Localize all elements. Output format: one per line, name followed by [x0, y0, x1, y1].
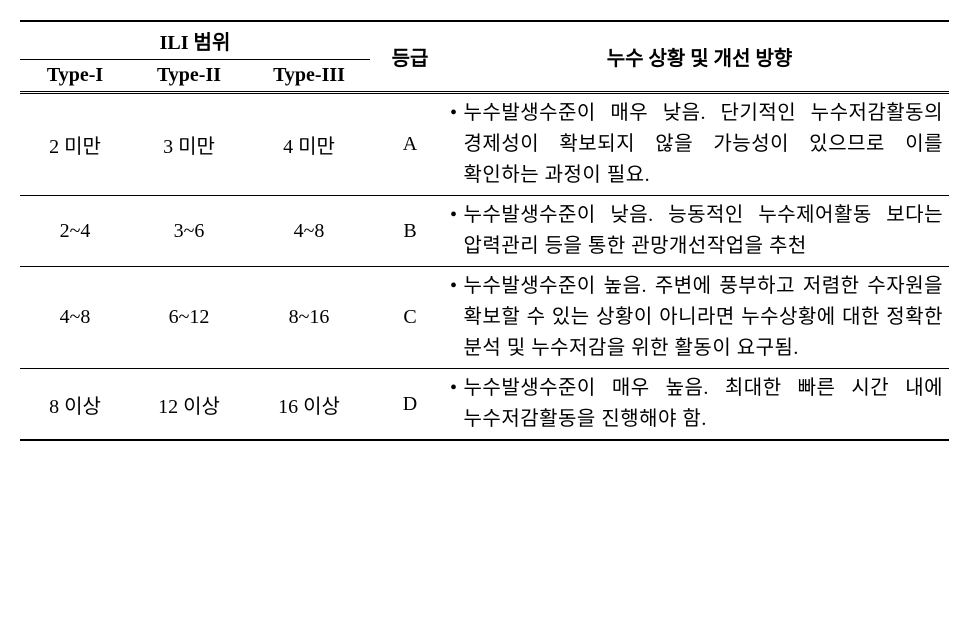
header-type3: Type-III [248, 60, 370, 93]
bullet-icon: • [450, 200, 464, 231]
bullet-icon: • [450, 98, 464, 129]
cell-type2: 3~6 [130, 196, 248, 267]
desc-text: 누수발생수준이 매우 높음. 최대한 빠른 시간 내에 누수저감활동을 진행해야… [464, 373, 943, 435]
cell-desc: • 누수발생수준이 낮음. 능동적인 누수제어활동 보다는 압력관리 등을 통한… [450, 196, 949, 267]
bullet-icon: • [450, 271, 464, 302]
header-ili-group: ILI 범위 [20, 21, 370, 60]
cell-type2: 12 이상 [130, 369, 248, 441]
cell-type3: 8~16 [248, 267, 370, 369]
header-grade: 등급 [370, 21, 450, 93]
ili-table: ILI 범위 등급 누수 상황 및 개선 방향 Type-I Type-II T… [20, 20, 949, 441]
ili-table-container: ILI 범위 등급 누수 상황 및 개선 방향 Type-I Type-II T… [20, 20, 949, 441]
table-row: 2~4 3~6 4~8 B • 누수발생수준이 낮음. 능동적인 누수제어활동 … [20, 196, 949, 267]
cell-type3: 4~8 [248, 196, 370, 267]
cell-type3: 16 이상 [248, 369, 370, 441]
header-type2: Type-II [130, 60, 248, 93]
table-row: 8 이상 12 이상 16 이상 D • 누수발생수준이 매우 높음. 최대한 … [20, 369, 949, 441]
table-row: 2 미만 3 미만 4 미만 A • 누수발생수준이 매우 낮음. 단기적인 누… [20, 93, 949, 196]
cell-type2: 3 미만 [130, 93, 248, 196]
cell-type2: 6~12 [130, 267, 248, 369]
table-row: 4~8 6~12 8~16 C • 누수발생수준이 높음. 주변에 풍부하고 저… [20, 267, 949, 369]
cell-type1: 2~4 [20, 196, 130, 267]
header-desc: 누수 상황 및 개선 방향 [450, 21, 949, 93]
cell-desc: • 누수발생수준이 높음. 주변에 풍부하고 저렴한 수자원을 확보할 수 있는… [450, 267, 949, 369]
table-body: 2 미만 3 미만 4 미만 A • 누수발생수준이 매우 낮음. 단기적인 누… [20, 93, 949, 441]
bullet-icon: • [450, 373, 464, 404]
cell-desc: • 누수발생수준이 매우 낮음. 단기적인 누수저감활동의 경제성이 확보되지 … [450, 93, 949, 196]
cell-grade: B [370, 196, 450, 267]
cell-grade: A [370, 93, 450, 196]
cell-grade: D [370, 369, 450, 441]
cell-desc: • 누수발생수준이 매우 높음. 최대한 빠른 시간 내에 누수저감활동을 진행… [450, 369, 949, 441]
desc-text: 누수발생수준이 매우 낮음. 단기적인 누수저감활동의 경제성이 확보되지 않을… [464, 98, 943, 191]
cell-type1: 2 미만 [20, 93, 130, 196]
header-type1: Type-I [20, 60, 130, 93]
cell-type3: 4 미만 [248, 93, 370, 196]
desc-text: 누수발생수준이 낮음. 능동적인 누수제어활동 보다는 압력관리 등을 통한 관… [464, 200, 943, 262]
desc-text: 누수발생수준이 높음. 주변에 풍부하고 저렴한 수자원을 확보할 수 있는 상… [464, 271, 943, 364]
cell-type1: 4~8 [20, 267, 130, 369]
cell-grade: C [370, 267, 450, 369]
cell-type1: 8 이상 [20, 369, 130, 441]
